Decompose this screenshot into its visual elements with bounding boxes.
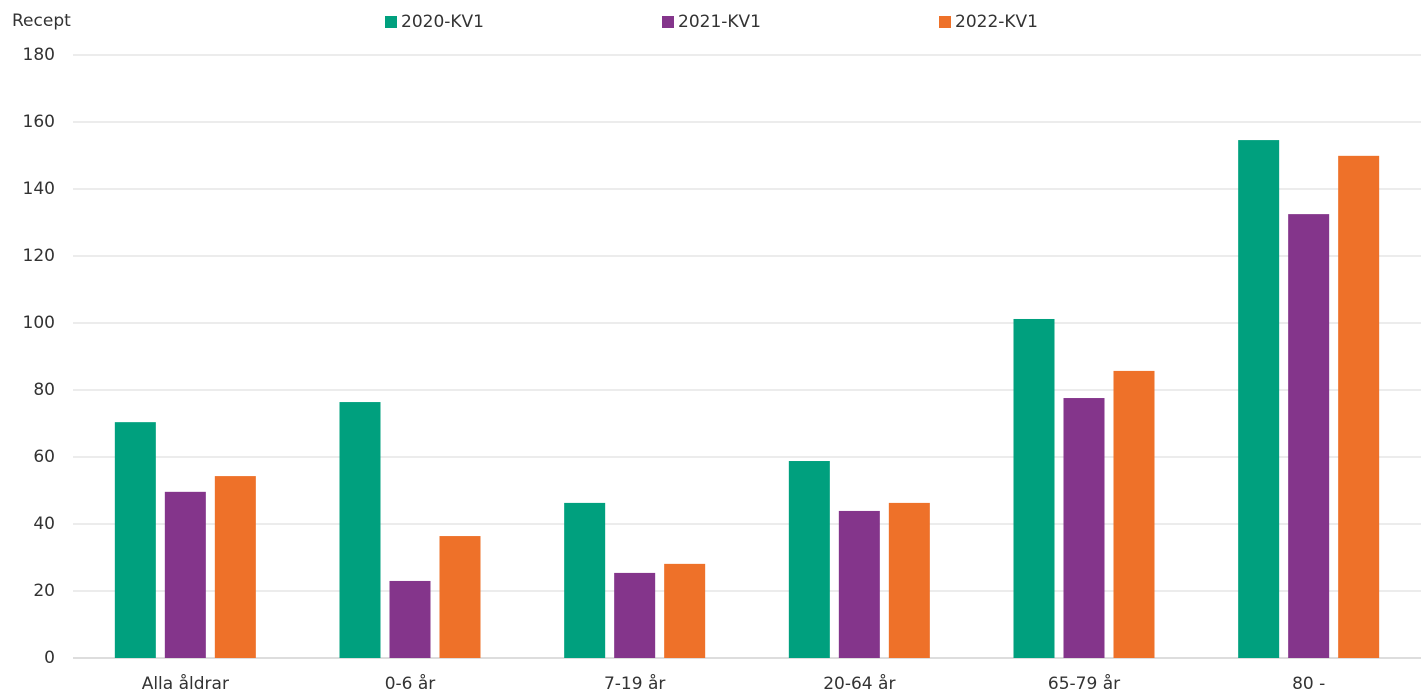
x-tick-label: Alla åldrar: [142, 673, 229, 694]
bar: [788, 461, 830, 658]
legend-label: 2020-KV1: [401, 12, 484, 32]
bar: [1063, 398, 1105, 658]
bar: [114, 422, 156, 658]
x-tick-label: 20-64 år: [823, 673, 895, 694]
bar: [1113, 370, 1155, 658]
bar: [339, 402, 381, 658]
bar: [564, 502, 606, 658]
bar: [1238, 140, 1280, 659]
y-tick-label: 100: [23, 313, 55, 333]
legend-swatch: [385, 16, 397, 28]
x-tick-label: 80 -: [1292, 674, 1325, 694]
y-axis-label: Recept: [12, 11, 71, 31]
y-tick-label: 140: [23, 179, 55, 199]
bar: [614, 572, 656, 658]
bar: [664, 563, 706, 658]
legend-swatch: [939, 16, 951, 28]
legend-label: 2021-KV1: [678, 12, 761, 32]
x-tick-label: 0-6 år: [385, 673, 436, 694]
bar: [888, 502, 930, 658]
bar: [389, 580, 431, 658]
x-tick-label: 65-79 år: [1048, 673, 1120, 694]
bar: [1338, 155, 1380, 658]
legend-label: 2022-KV1: [955, 12, 1038, 32]
x-tick-label: 7-19 år: [604, 673, 665, 694]
bar: [214, 476, 256, 658]
y-tick-label: 180: [23, 45, 55, 65]
bar: [164, 491, 206, 658]
bar: [439, 536, 481, 658]
y-tick-label: 60: [33, 447, 55, 467]
y-tick-label: 20: [33, 581, 55, 601]
bar: [1288, 214, 1330, 658]
y-tick-label: 80: [33, 380, 55, 400]
bar: [1013, 318, 1055, 658]
y-tick-label: 160: [23, 112, 55, 132]
y-tick-label: 40: [33, 514, 55, 534]
bar: [838, 510, 880, 658]
y-tick-label: 0: [44, 648, 55, 668]
legend-swatch: [662, 16, 674, 28]
y-tick-label: 120: [23, 246, 55, 266]
